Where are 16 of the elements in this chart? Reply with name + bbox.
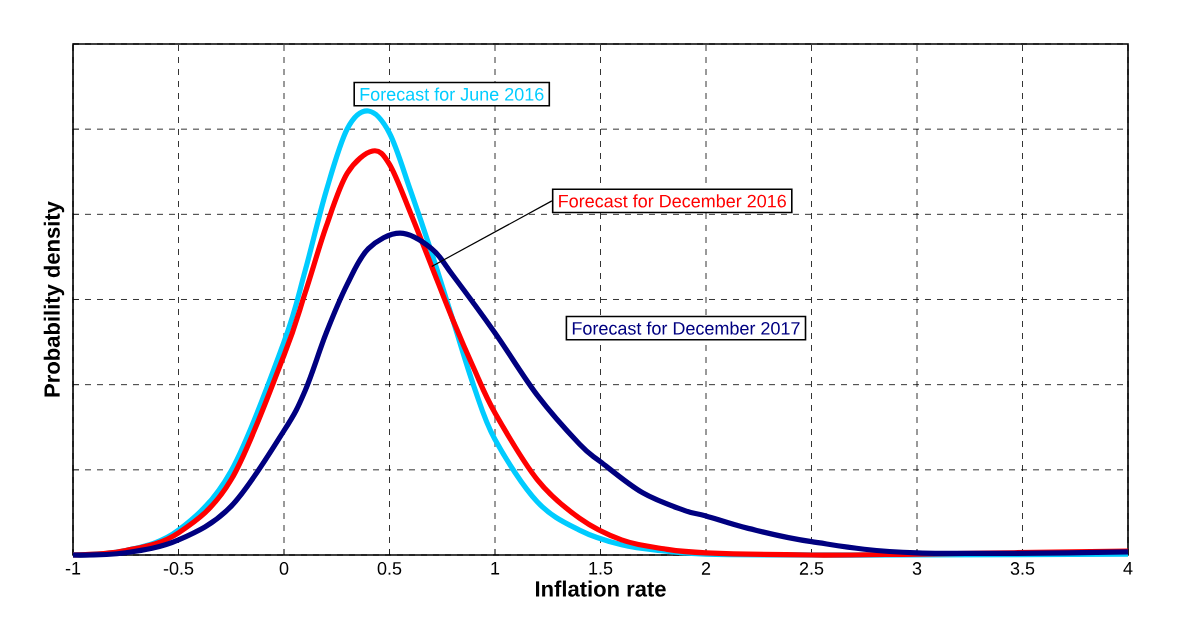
x-tick-label: -1 — [65, 562, 81, 575]
x-tick-label: 2 — [701, 562, 711, 575]
x-tick-label: 3.5 — [1010, 562, 1035, 575]
x-tick-label: 0 — [279, 562, 289, 575]
x-axis-title: Inflation rate — [535, 580, 666, 597]
x-tick-label: 0.5 — [377, 562, 402, 575]
x-tick-label: -0.5 — [163, 562, 194, 575]
x-tick-label: 1.5 — [589, 562, 613, 575]
series-label: Forecast for June 2016 — [360, 87, 544, 101]
x-tick-label: 1 — [491, 562, 500, 575]
text: Forecast for December 2017 — [572, 321, 800, 335]
x-tick-label: 2.5 — [799, 562, 824, 575]
y-axis-title: Probability density — [43, 201, 65, 397]
text: Forecast for December 2016 — [559, 194, 786, 208]
x-tick-label: 4 — [1123, 562, 1133, 575]
x-tick-label: 3 — [912, 562, 922, 575]
